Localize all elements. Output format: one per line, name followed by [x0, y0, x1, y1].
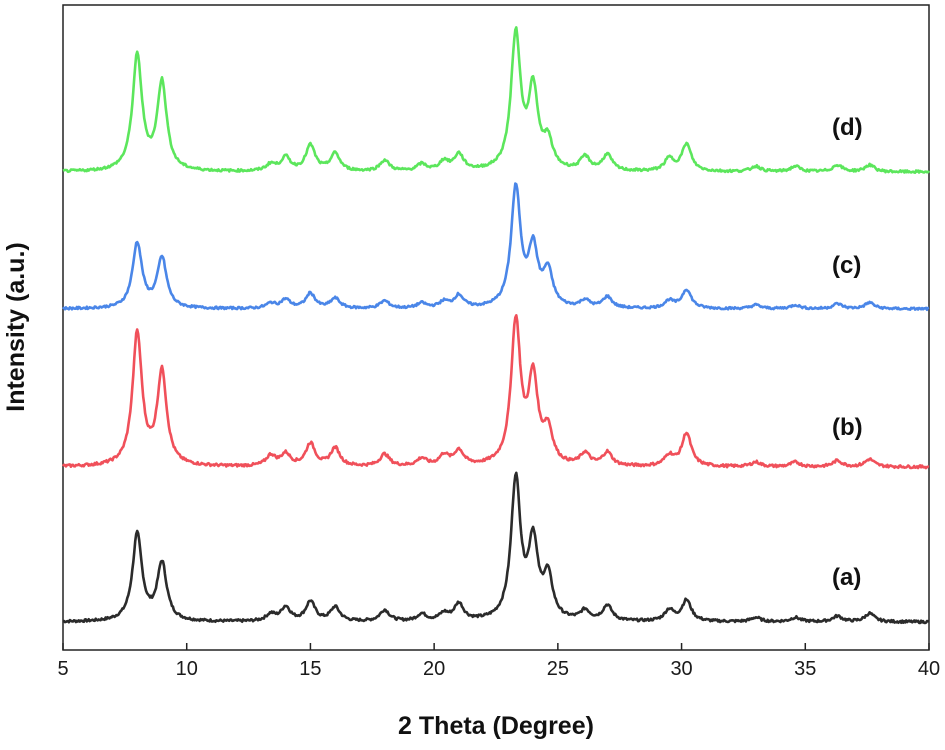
series-label: (c) — [832, 252, 861, 279]
x-tick-label: 10 — [176, 658, 198, 680]
x-tick-label: 35 — [794, 658, 816, 680]
x-axis-ticks: 5 10 15 20 25 30 35 40 — [57, 643, 940, 680]
plot-frame — [62, 4, 930, 651]
x-tick-label: 20 — [423, 658, 445, 680]
series-lines — [61, 26, 931, 625]
series-line — [62, 471, 930, 625]
series-label: (b) — [832, 414, 863, 441]
series-label: (d) — [832, 114, 863, 141]
y-axis-title: Intensity (a.u.) — [2, 242, 30, 411]
x-tick-label: 30 — [670, 658, 692, 680]
x-axis-title: 2 Theta (Degree) — [398, 712, 594, 740]
x-tick-label: 5 — [57, 658, 68, 680]
x-tick-label: 15 — [299, 658, 321, 680]
series-labels: (a) (b) (c) (d) — [832, 114, 863, 591]
series-label: (a) — [832, 564, 861, 591]
series-line — [62, 26, 931, 174]
x-tick-label: 25 — [547, 658, 569, 680]
x-tick-label: 40 — [918, 658, 940, 680]
series-line — [62, 182, 930, 312]
series-line — [61, 314, 930, 470]
